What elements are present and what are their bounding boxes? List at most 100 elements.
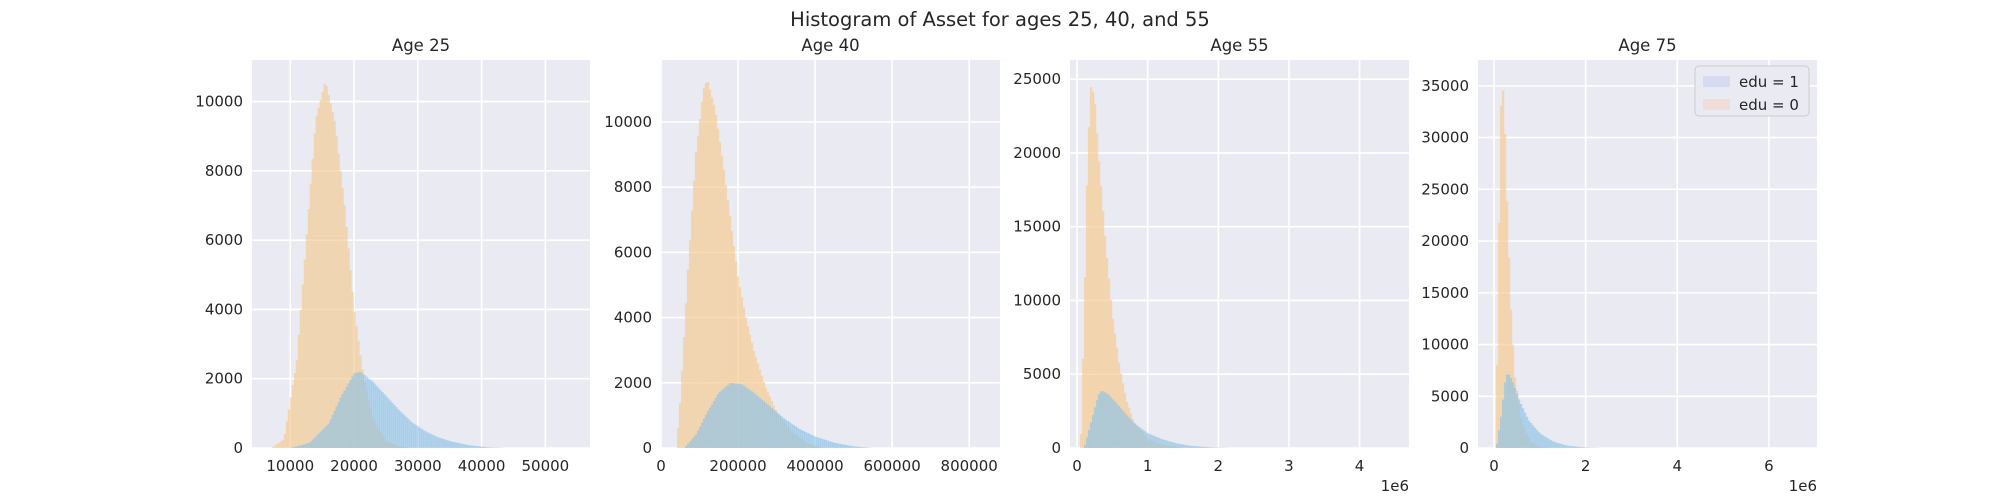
histogram-bar: [343, 205, 346, 448]
histogram-bar: [704, 414, 708, 448]
histogram-bar: [756, 396, 760, 448]
x-tick-label: 400000: [786, 457, 843, 475]
histogram-bar: [432, 435, 436, 448]
histogram-bar: [375, 385, 378, 448]
histogram-bar: [1185, 445, 1189, 448]
x-offset-label: 1e6: [1789, 477, 1817, 495]
histogram-bar: [730, 230, 734, 448]
histogram-bar: [329, 103, 332, 448]
histogram-bar: [295, 446, 299, 448]
histogram-bar: [297, 335, 301, 448]
x-tick-label: 50000: [521, 457, 569, 475]
histogram-bar: [686, 269, 690, 448]
histogram-bar: [698, 426, 702, 448]
histogram-bar: [319, 431, 322, 448]
histogram-bar: [317, 107, 320, 448]
histogram-bar: [1105, 257, 1109, 448]
series-edu-1: [1083, 391, 1232, 448]
histogram-bar: [1509, 378, 1513, 448]
histogram-bar: [732, 383, 736, 448]
histogram-bar: [802, 430, 805, 448]
histogram-bar: [271, 446, 275, 448]
histogram-bar: [1167, 441, 1171, 448]
histogram-bar: [333, 120, 336, 448]
histogram-bar: [680, 370, 684, 448]
histogram-bar: [1161, 439, 1165, 448]
histogram-bar: [309, 183, 312, 448]
histogram-bar: [694, 434, 698, 448]
y-tick-label: 8000: [614, 178, 652, 196]
histogram-bar: [1505, 374, 1509, 448]
histogram-bar: [736, 276, 740, 448]
histogram-bar: [405, 416, 408, 448]
y-tick-label: 15000: [1421, 284, 1469, 302]
histogram-bar: [678, 403, 682, 448]
histogram-bar: [407, 418, 410, 448]
y-tick-label: 10000: [195, 93, 243, 111]
histogram-bar: [323, 83, 326, 448]
histogram-bar: [1171, 442, 1175, 448]
histogram-bar: [1091, 91, 1095, 449]
histogram-bar: [1561, 444, 1565, 448]
histogram-bar: [716, 128, 720, 448]
x-tick-label: 30000: [394, 457, 442, 475]
histogram-bar: [1107, 278, 1111, 448]
histogram-bar: [361, 373, 364, 448]
histogram-bar: [424, 431, 428, 448]
histogram-bar: [710, 97, 714, 449]
x-tick-label: 4: [1355, 457, 1365, 475]
histogram-bar: [1189, 445, 1192, 448]
histogram-bar: [331, 112, 334, 449]
histogram-bar: [1139, 428, 1143, 448]
histogram-bar: [732, 246, 736, 448]
histogram-bar: [1147, 433, 1151, 448]
histogram-bar: [704, 83, 708, 449]
histogram-bar: [718, 142, 722, 448]
histogram-bar: [341, 188, 344, 448]
histogram-bar: [1563, 444, 1567, 448]
histogram-bar: [730, 382, 734, 448]
y-tick-label: 0: [1051, 439, 1061, 457]
histogram-bar: [1199, 446, 1202, 448]
histogram-bar: [1131, 422, 1135, 448]
histogram-bar: [470, 445, 474, 448]
histogram-bar: [279, 441, 283, 448]
panel-title: Age 25: [392, 36, 450, 55]
histogram-bar: [1179, 444, 1183, 448]
histogram-bar: [688, 441, 692, 448]
histogram-bar: [708, 407, 712, 448]
histogram-bar: [838, 443, 841, 448]
histogram-bar: [844, 444, 847, 448]
histogram-bar: [383, 394, 386, 448]
histogram-bar: [1507, 257, 1511, 448]
histogram-bar: [702, 418, 706, 448]
x-tick-label: 0: [656, 457, 666, 475]
x-tick-label: 800000: [941, 457, 998, 475]
histogram-bar: [714, 397, 718, 448]
histogram-bar: [434, 436, 438, 448]
histogram-bar: [712, 400, 716, 448]
histogram-bar: [283, 433, 287, 448]
panel-3: 0 1 2 3 4 0 5000 10000 15000 20000 25000 Age 55 1e6: [1013, 36, 1409, 495]
histogram-bar: [684, 303, 688, 448]
histogram-bar: [446, 440, 450, 448]
histogram-bar: [1499, 416, 1503, 448]
histogram-bar: [1101, 211, 1105, 448]
histogram-bar: [1195, 446, 1198, 448]
histogram-bar: [411, 422, 414, 448]
histogram-bar: [409, 420, 412, 448]
histogram-bar: [794, 426, 797, 448]
histogram-bar: [1583, 447, 1587, 448]
histogram-bar: [421, 429, 424, 448]
histogram-bar: [325, 86, 328, 448]
histogram-bar: [1103, 392, 1107, 448]
histogram-bar: [337, 402, 340, 448]
histogram-bar: [690, 210, 694, 448]
histogram-bar: [1519, 403, 1523, 448]
histogram-bar: [293, 372, 297, 448]
y-tick-label: 0: [233, 439, 243, 457]
histogram-bar: [1517, 399, 1521, 448]
histogram-bar: [349, 379, 352, 448]
histogram-bar: [694, 152, 698, 449]
histogram-bar: [766, 404, 770, 448]
